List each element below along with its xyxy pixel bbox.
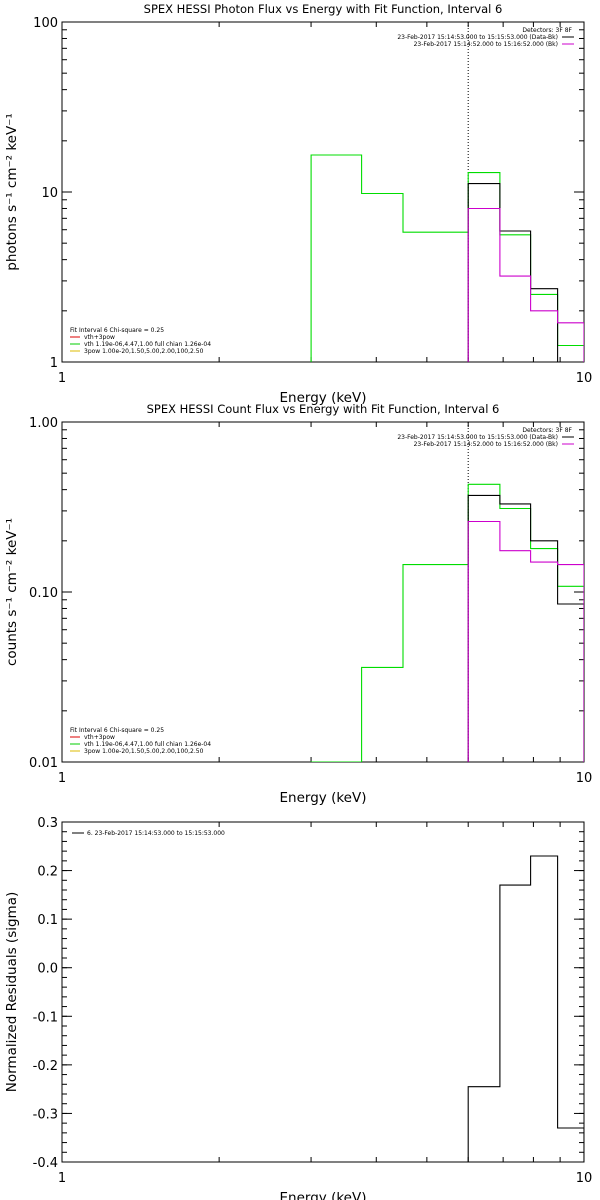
legend-header: Detectors: 3F 8F: [522, 427, 572, 434]
series-3-step-line: [467, 207, 584, 362]
y-tick-label: 0.3: [37, 816, 58, 831]
y-axis-label: photons s⁻¹ cm⁻² keV⁻¹: [4, 113, 20, 271]
legend-entry: 6. 23-Feb-2017 15:14:53.000 to 15:15:53.…: [87, 830, 225, 837]
y-tick-label: 0.1: [37, 913, 58, 928]
legend-entry: 23-Feb-2017 15:14:53.000 to 15:15:53.000…: [397, 34, 558, 41]
x-tick-label: 10: [576, 371, 593, 386]
fit-legend-entry: vth 1.19e-06,4.47,1.00 full chian 1.26e-…: [84, 341, 211, 348]
y-tick-label: -0.4: [33, 1156, 58, 1171]
x-tick-label: 1: [58, 1171, 66, 1186]
y-axis-label: Normalized Residuals (sigma): [4, 892, 20, 1093]
chart-panel-2: SPEX HESSI Count Flux vs Energy with Fit…: [4, 402, 592, 806]
y-tick-label: 100: [33, 16, 58, 31]
series-1-step-line: [310, 154, 584, 362]
series-2-step-line: [467, 183, 584, 362]
series-3-step-line: [467, 520, 584, 762]
x-tick-label: 10: [576, 771, 593, 786]
y-tick-label: 10: [41, 186, 58, 201]
fit-legend-entry: vth+3pow: [84, 334, 115, 341]
y-tick-label: -0.1: [33, 1010, 58, 1025]
chart-panel-3: 1 10 -0.4 -0.3 -0.2 -0.1 0.0 0.1 0.2 0.3 Energy (k…: [4, 816, 592, 1200]
y-tick-label: -0.3: [33, 1107, 58, 1122]
fit-legend-entry: 3pow 1.00e-20,1.50,5.00,2.00,100,2.50: [84, 348, 204, 355]
plot-frame: [61, 21, 585, 363]
y-axis-label: counts s⁻¹ cm⁻² keV⁻¹: [4, 518, 20, 666]
fit-legend-entry: vth+3pow: [84, 734, 115, 741]
chart-panel-1: SPEX HESSI Photon Flux vs Energy with Fi…: [4, 2, 592, 406]
x-tick-label: 1: [58, 771, 66, 786]
y-tick-label: 0.01: [29, 756, 58, 771]
x-axis-label: Energy (keV): [280, 390, 367, 406]
fit-legend-header: Fit Interval 6 Chi-square = 0.25: [70, 727, 164, 734]
y-tick-label: 1.00: [29, 416, 58, 431]
y-tick-label: 0.0: [37, 962, 58, 977]
legend-entry: 23-Feb-2017 15:14:53.000 to 15:15:53.000…: [397, 434, 558, 441]
x-tick-label: 10: [576, 1171, 593, 1186]
series-2-step-line: [467, 494, 584, 762]
plot-frame: [61, 821, 585, 1163]
legend-entry: 23-Feb-2017 15:14:52.000 to 15:16:52.000…: [414, 41, 558, 48]
y-tick-label: -0.2: [33, 1059, 58, 1074]
x-tick-label: 1: [58, 371, 66, 386]
fit-legend-header: Fit Interval 6 Chi-square = 0.25: [70, 327, 164, 334]
y-tick-label: 1: [50, 356, 58, 371]
series-1-step-line: [467, 855, 584, 1162]
legend-entry: 23-Feb-2017 15:14:52.000 to 15:16:52.000…: [414, 441, 558, 448]
chart-title: SPEX HESSI Count Flux vs Energy with Fit…: [147, 402, 500, 416]
x-axis-label: Energy (keV): [280, 1190, 367, 1200]
legend-header: Detectors: 3F 8F: [522, 27, 572, 34]
y-tick-label: 0.2: [37, 865, 58, 880]
fit-legend-entry: vth 1.19e-06,4.47,1.00 full chian 1.26e-…: [84, 741, 211, 748]
chart-title: SPEX HESSI Photon Flux vs Energy with Fi…: [144, 2, 503, 16]
x-axis-label: Energy (keV): [280, 790, 367, 806]
plot-frame: [61, 421, 585, 763]
series-1-step-line: [310, 483, 584, 762]
y-tick-label: 0.10: [29, 586, 58, 601]
fit-legend-entry: 3pow 1.00e-20,1.50,5.00,2.00,100,2.50: [84, 748, 204, 755]
